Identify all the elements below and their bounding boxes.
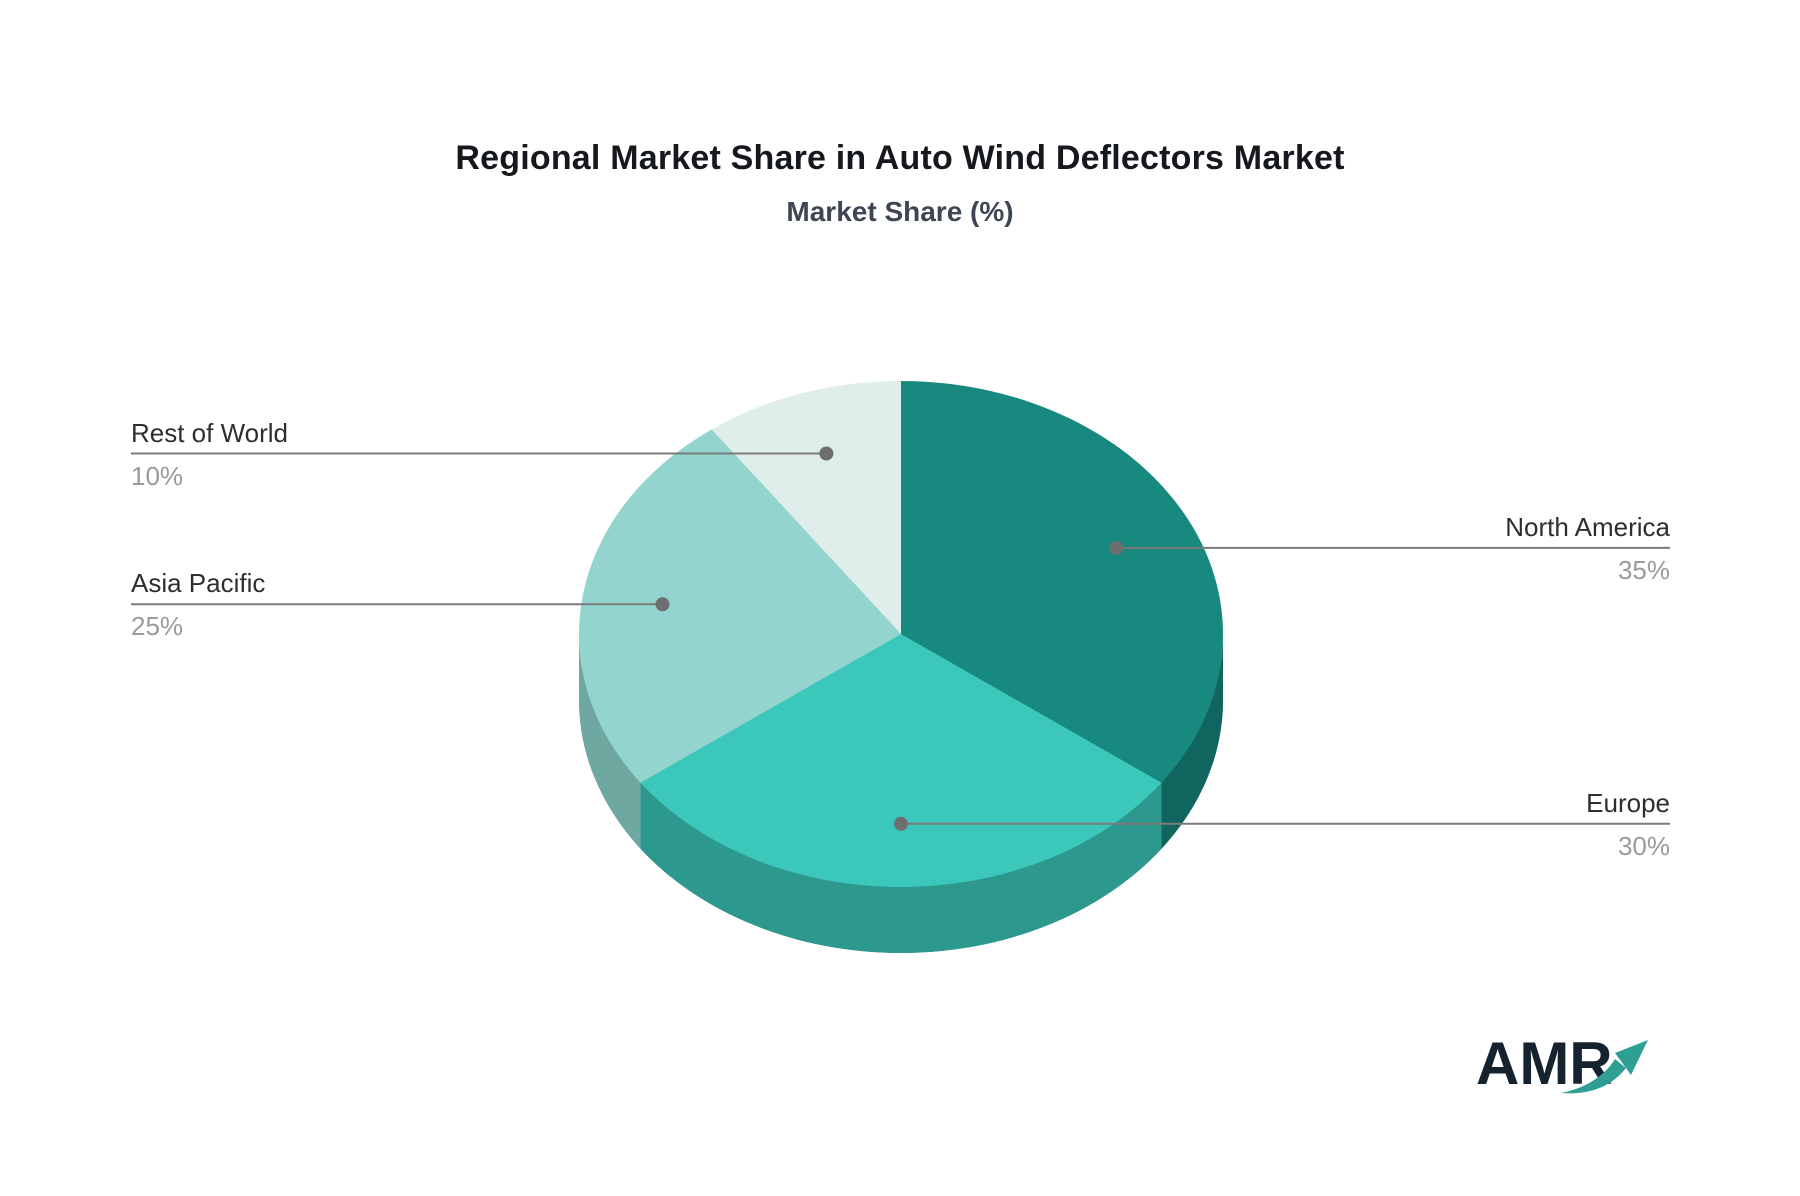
leader-dot-europe: [894, 816, 908, 831]
pie-slice-rest-of-world[interactable]: [711, 381, 901, 634]
growth-arrow-icon: [1561, 1040, 1648, 1094]
slice-label-asia-pacific: Asia Pacific: [131, 568, 266, 598]
brand-logo: AMR: [1476, 1030, 1736, 1120]
pie-slice-asia-pacific-side: [579, 634, 641, 849]
slice-value-europe: 30%: [1617, 831, 1670, 861]
pie-slice-asia-pacific[interactable]: [579, 429, 901, 783]
leader-dot-asia-pacific: [655, 597, 670, 612]
pie-slice-europe-side: [640, 782, 1162, 953]
slice-label-europe: Europe: [1586, 788, 1670, 818]
slice-label-rest-of-world: Rest of World: [131, 418, 289, 448]
chart-title: Regional Market Share in Auto Wind Defle…: [455, 139, 1345, 177]
chart-subtitle: Market Share (%): [786, 196, 1014, 227]
leader-dot-north-america: [1109, 540, 1124, 555]
slice-value-asia-pacific: 25%: [131, 611, 184, 641]
leader-dot-rest-of-world: [819, 446, 834, 461]
slice-value-rest-of-world: 10%: [131, 461, 184, 491]
pie-slice-north-america[interactable]: [901, 381, 1223, 783]
slice-label-north-america: North America: [1505, 512, 1670, 542]
slice-value-north-america: 35%: [1617, 555, 1670, 585]
pie-slice-north-america-side: [1161, 634, 1223, 849]
